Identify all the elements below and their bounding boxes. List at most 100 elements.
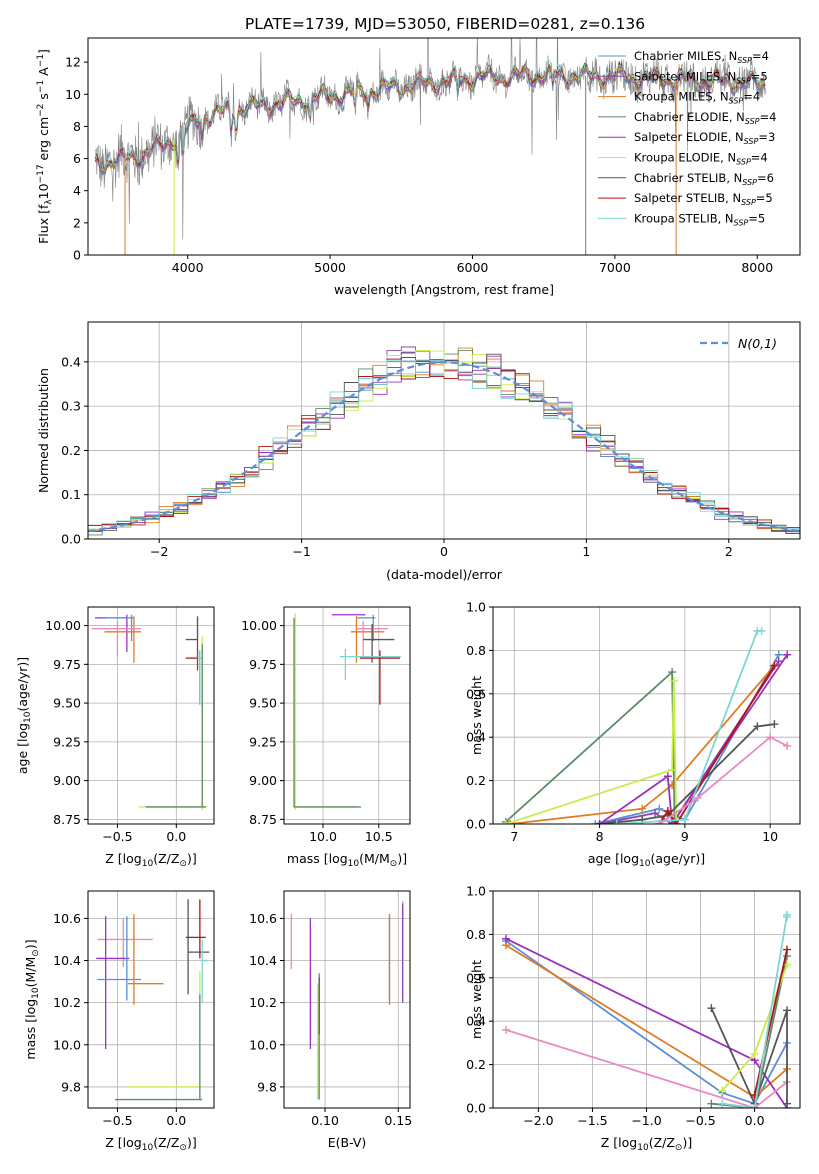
weight-marker [501,820,510,824]
y-tick-label: 10.4 [53,953,81,968]
legend-sub: SSP [742,178,757,187]
ticks: 10.0 10.5 8.75 9.00 9.25 9.50 9.75 10.00 [241,618,392,844]
y-tick-label: 9.8 [257,1079,277,1094]
x-tick-label: 0.10 [311,1113,339,1128]
weight-marker [774,657,783,666]
axes-frame [87,37,801,256]
grid [88,891,214,1108]
x-axis-label: Z [log10(Z/Z⊙)] [601,1135,692,1153]
x-axis-label: (data-model)/error [386,567,503,582]
x-axis-label: mass [log10(M/M⊙)] [287,851,407,869]
y-tick-label: 10.6 [53,911,81,926]
y-tick-label: 8.75 [53,812,81,827]
legend-tail: =5 [756,191,773,205]
axes-frame [87,890,215,1109]
y-tick-label: 8 [73,119,81,134]
x-axis-label: E(B-V) [328,1135,367,1150]
legend-tail: =5 [748,211,765,225]
plot-area [501,626,792,824]
errorbar-point [339,648,402,680]
errorbar-point [201,939,209,1003]
weight-marker [783,1099,792,1108]
label-part: 10 [639,859,651,869]
label-part: s [36,93,51,104]
label-part: )] [23,939,38,949]
errorbar-point [105,614,134,642]
y-tick-label: 10.00 [241,618,277,633]
y-tick-label: 10.0 [249,1037,277,1052]
errorbar-point [293,617,361,808]
label-part: )] [187,1135,197,1150]
spectrum-data [94,38,766,240]
y-tick-label: 10.2 [53,995,81,1010]
chart-weight-vs-z: −2.0 −1.5 −1.0 −0.5 0.0 0.0 0.2 0.4 0.6 0.8 1.0 Z [… [466,884,801,1153]
legend-text: Chabrier MILES, N [634,49,737,63]
plot-area [91,614,207,811]
label-part: 10 [36,183,51,199]
x-tick-label: 8000 [741,260,773,275]
x-tick-label: 0.0 [745,1113,765,1128]
label-part: Z [log [105,851,141,866]
y-tick-label: 0.1 [61,487,81,502]
weight-series-3 [711,955,788,1108]
legend-text: Salpeter ELODIE, N [634,130,744,144]
weight-marker [663,772,672,781]
y-axis-label: mass [log10(M/M⊙)] [23,939,41,1059]
axes-frame [492,606,801,825]
y-tick-label: 0.8 [466,927,486,942]
weight-series-0 [505,940,788,1105]
legend-tail: =6 [757,171,774,185]
legend-entry: Salpeter ELODIE, NSSP=3 [634,130,775,146]
errorbar-point [197,650,203,705]
errorbar-point [185,899,206,959]
x-tick-label: −1 [292,544,310,559]
legend-sub: SSP [736,76,751,85]
label-part: Z [log [105,1135,141,1150]
y-tick-label: 10.2 [249,995,277,1010]
label-part: (M/M [359,851,390,866]
label-part: )] [187,851,197,866]
y-tick-label: 9.75 [53,657,81,672]
y-tick-label: 0.8 [466,643,486,658]
y-tick-label: 0.6 [466,970,486,985]
y-tick-label: 10.4 [249,953,277,968]
label-part: (age/yr)] [15,657,30,712]
weight-marker [655,804,664,813]
weight-series-5 [505,680,678,824]
label-part: mass [log [23,999,38,1060]
y-tick-label: 10.0 [53,1037,81,1052]
weight-marker [707,1004,716,1013]
y-tick-label: 9.75 [249,657,277,672]
y-tick-label: 9.00 [53,773,81,788]
label-part: ⊙ [179,859,187,869]
label-part: λ [44,199,54,205]
weight-series-2 [509,665,776,824]
weight-marker [680,815,689,824]
chart-mass-vs-z: −0.5 0.09.810.010.210.410.6Z [log10(Z/Z⊙)… [23,890,215,1153]
label-part: ⊙ [390,859,398,869]
errorbar-point [356,614,376,642]
label-part: 10 [31,987,41,999]
axes-frame [283,606,411,825]
x-tick-label: 10 [762,829,778,844]
reference-normal [88,361,800,533]
y-tick-label: 0.4 [466,1014,486,1029]
weight-marker [651,809,660,818]
x-tick-label: 7000 [599,260,631,275]
plot-area [290,901,404,1100]
ticks: 7 8 9 10 0.0 0.2 0.4 0.6 0.8 1.0 [466,600,778,845]
weight-marker [595,820,604,824]
chart-mass-vs-ebv: 0.10 0.15 9.8 10.0 10.2 10.4 10.6 E(B-V) [249,890,412,1150]
weight-series-9 [658,736,788,824]
errorbar-point [145,644,206,808]
spectrum-model-8 [94,60,766,170]
x-tick-label: −1.0 [631,1113,661,1128]
x-tick-label: 1 [582,544,590,559]
legend-text: Salpeter STELIB, N [634,191,741,205]
legend-sub: SSP [745,117,760,126]
weight-marker [501,1025,510,1034]
legend-sub: SSP [737,56,752,65]
label-part: −1 [36,80,46,93]
